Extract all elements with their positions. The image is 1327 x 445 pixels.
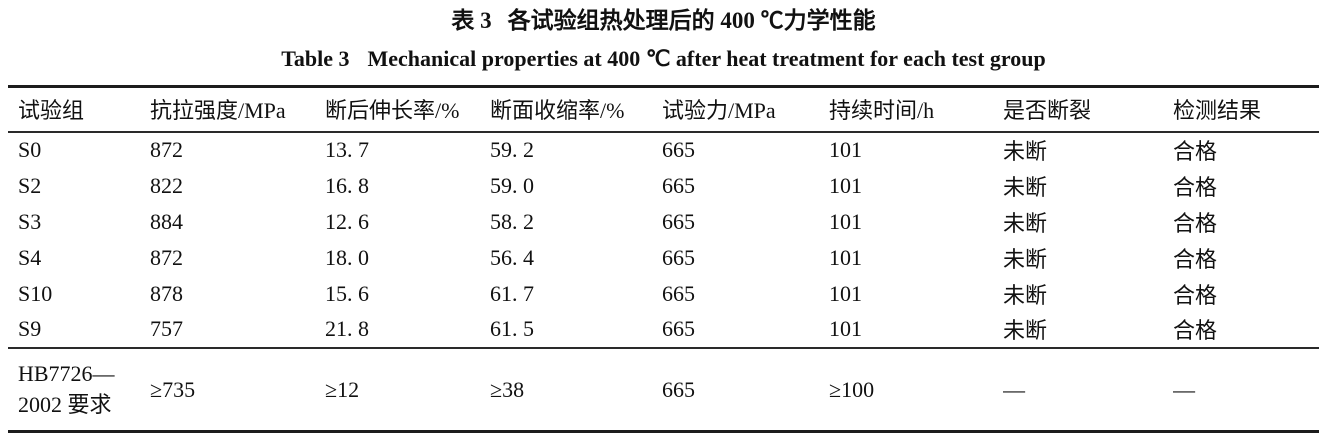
table-header: 试验组 抗拉强度/MPa 断后伸长率/% 断面收缩率/% 试验力/MPa 持续时间/h 是否… <box>8 86 1319 133</box>
table-cell-r4-c1: 878 <box>150 280 183 306</box>
table-cell-r4-c7: 合格 <box>1173 282 1218 308</box>
table-cell-r5-c3: 61. 5 <box>490 311 662 349</box>
table-cell-r1-c4: 665 <box>662 172 695 198</box>
column-header-3: 断面收缩率/% <box>490 86 662 133</box>
table-cell-r0-c6: 未断 <box>1003 139 1048 164</box>
table-cell-r0-c4: 665 <box>662 137 695 162</box>
table-title-text-zh: 各试验组热处理后的 400 ℃力学性能 <box>507 8 876 33</box>
table-cell-r1-c1: 822 <box>150 172 183 198</box>
table-cell-r1-c5: 101 <box>829 172 862 198</box>
footer-cell-c3: ≥38 <box>490 376 525 402</box>
column-header-2: 断后伸长率/% <box>325 86 490 133</box>
table-cell-r4-c4: 665 <box>662 280 695 306</box>
mechanical-properties-table: 试验组 抗拉强度/MPa 断后伸长率/% 断面收缩率/% 试验力/MPa 持续时间/h 是否… <box>8 85 1319 433</box>
table-cell-r3-c7: 合格 <box>1173 246 1218 272</box>
table-cell-r0-c5: 101 <box>829 137 862 162</box>
table-cell-r4-c6: 未断 <box>1003 282 1048 308</box>
table-row-S0: S0 872 13. 7 59. 2 665 101 未断 合格 <box>8 132 1319 168</box>
footer-cell-c7: — <box>1173 376 1195 402</box>
table-cell-r4-c0: S10 <box>18 280 53 306</box>
table-row-S2: S2 822 16. 8 59. 0 665 101 未断 合格 <box>8 168 1319 204</box>
table-cell-r3-c2: 18. 0 <box>325 244 369 270</box>
table-cell-r5-c2: 21. 8 <box>325 311 490 349</box>
table-row-S10: S10 878 15. 6 61. 7 665 101 未断 合格 <box>8 276 1319 312</box>
table-cell-r1-c7: 合格 <box>1173 174 1218 200</box>
table-cell-r5-c6: 未断 <box>1003 311 1173 349</box>
table-cell-r5-c4: 665 <box>662 311 829 349</box>
table-cell-r2-c5: 101 <box>829 208 862 234</box>
table-cell-r4-c3: 61. 7 <box>490 280 534 306</box>
footer-cell-c4: 665 <box>662 376 695 402</box>
table-title-text-en: Mechanical properties at 400 ℃ after hea… <box>367 46 1046 71</box>
table-cell-r4-c5: 101 <box>829 280 862 306</box>
table-cell-r5-c0: S9 <box>8 311 150 349</box>
table-cell-r2-c6: 未断 <box>1003 210 1048 236</box>
table-cell-r5-c1: 757 <box>150 311 325 349</box>
footer-cell-c6: — <box>1003 376 1025 402</box>
table-cell-r4-c2: 15. 6 <box>325 280 369 306</box>
footer-row: HB7726—2002 要求 ≥735 ≥12 ≥38 665 ≥100 — — <box>8 348 1319 432</box>
table-cell-r1-c2: 16. 8 <box>325 172 369 198</box>
table-cell-r2-c7: 合格 <box>1173 210 1218 236</box>
table-footer: HB7726—2002 要求 ≥735 ≥12 ≥38 665 ≥100 — — <box>8 348 1319 432</box>
table-cell-r0-c0: S0 <box>18 137 42 162</box>
table-cell-r3-c5: 101 <box>829 244 862 270</box>
table-cell-r3-c4: 665 <box>662 244 695 270</box>
footer-cell-c2: ≥12 <box>325 376 360 402</box>
table-number-en: Table 3 <box>281 46 350 71</box>
table-body: S0 872 13. 7 59. 2 665 101 未断 合格 S2 822 16. 8 59. 0… <box>8 132 1319 349</box>
table-cell-r0-c3: 59. 2 <box>490 137 534 162</box>
footer-cell-c0: HB7726—2002 要求 <box>18 361 115 418</box>
table-cell-r2-c3: 58. 2 <box>490 208 534 234</box>
table-cell-r0-c1: 872 <box>150 137 183 162</box>
table-cell-r0-c7: 合格 <box>1173 139 1218 164</box>
table-title-en: Table 3 Mechanical properties at 400 ℃ af… <box>0 45 1327 72</box>
table-cell-r2-c1: 884 <box>150 208 183 234</box>
column-header-5: 持续时间/h <box>829 86 1003 133</box>
table-row-S3: S3 884 12. 6 58. 2 665 101 未断 合格 <box>8 204 1319 240</box>
column-header-6: 是否断裂 <box>1003 86 1173 133</box>
table-row-S4: S4 872 18. 0 56. 4 665 101 未断 合格 <box>8 240 1319 276</box>
column-header-7: 检测结果 <box>1173 86 1319 133</box>
table-cell-r0-c2: 13. 7 <box>325 137 369 162</box>
table-number-zh: 表 3 <box>451 8 492 33</box>
footer-cell-c1: ≥735 <box>150 376 196 402</box>
table-row-S9: S9 757 21. 8 61. 5 665 101 未断 合格 <box>8 311 1319 349</box>
table-cell-r2-c0: S3 <box>18 208 42 234</box>
table-cell-r3-c0: S4 <box>18 244 42 270</box>
column-header-4: 试验力/MPa <box>662 86 829 133</box>
table-cell-r3-c6: 未断 <box>1003 246 1048 272</box>
table-cell-r5-c5: 101 <box>829 311 1003 349</box>
table-cell-r1-c6: 未断 <box>1003 174 1048 200</box>
table-cell-r2-c2: 12. 6 <box>325 208 369 234</box>
column-header-1: 抗拉强度/MPa <box>150 86 325 133</box>
table-cell-r1-c0: S2 <box>18 172 42 198</box>
header-row: 试验组 抗拉强度/MPa 断后伸长率/% 断面收缩率/% 试验力/MPa 持续时间/h 是否… <box>8 86 1319 133</box>
table-cell-r5-c7: 合格 <box>1173 311 1319 349</box>
table-title-zh: 表 3 各试验组热处理后的 400 ℃力学性能 <box>0 0 1327 35</box>
footer-cell-c5: ≥100 <box>829 376 875 402</box>
table-cell-r2-c4: 665 <box>662 208 695 234</box>
table-cell-r3-c1: 872 <box>150 244 183 270</box>
table-cell-r3-c3: 56. 4 <box>490 244 534 270</box>
table-cell-r1-c3: 59. 0 <box>490 172 534 198</box>
column-header-0: 试验组 <box>8 86 150 133</box>
